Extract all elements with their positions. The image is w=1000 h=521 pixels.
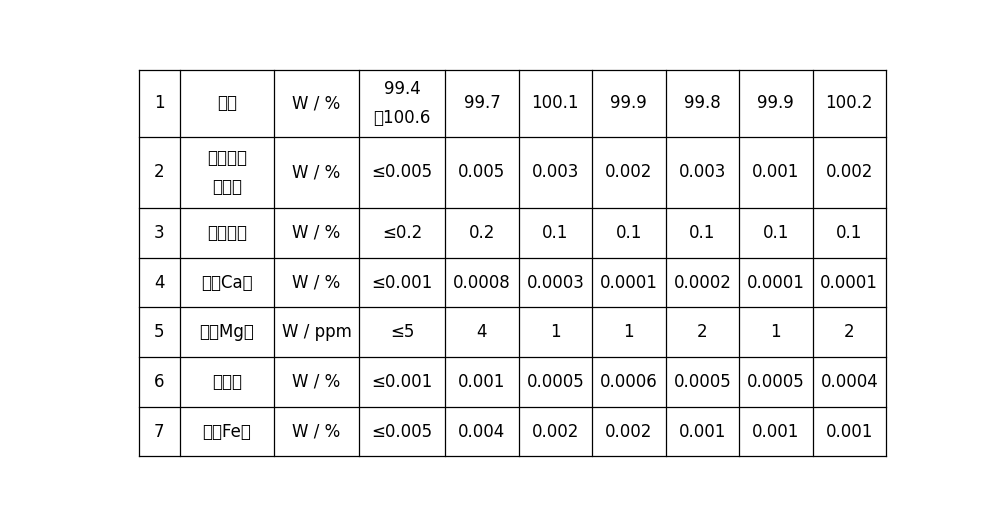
Text: 镁（Mg）: 镁（Mg）: [199, 324, 254, 341]
Text: 2: 2: [844, 324, 855, 341]
Text: 0.0003: 0.0003: [526, 274, 584, 292]
Text: W / ppm: W / ppm: [282, 324, 351, 341]
Text: 0.0005: 0.0005: [526, 373, 584, 391]
Text: W / %: W / %: [292, 164, 341, 181]
Text: 0.0001: 0.0001: [747, 274, 805, 292]
Text: 0.0005: 0.0005: [673, 373, 731, 391]
Text: ≤0.2: ≤0.2: [382, 224, 422, 242]
Text: 0.0001: 0.0001: [600, 274, 658, 292]
Text: W / %: W / %: [292, 94, 341, 113]
Text: ≤0.001: ≤0.001: [372, 373, 433, 391]
Text: 1: 1: [154, 94, 165, 113]
Text: W / %: W / %: [292, 373, 341, 391]
Text: 0.0001: 0.0001: [820, 274, 878, 292]
Text: ≤0.001: ≤0.001: [372, 274, 433, 292]
Text: ≤0.005: ≤0.005: [372, 164, 433, 181]
Text: 0.001: 0.001: [826, 423, 873, 441]
Text: 0.001: 0.001: [458, 373, 506, 391]
Text: 0.002: 0.002: [826, 164, 873, 181]
Text: 铁（Fe）: 铁（Fe）: [202, 423, 251, 441]
Text: 0.003: 0.003: [679, 164, 726, 181]
Text: 100.1: 100.1: [532, 94, 579, 113]
Text: 0.001: 0.001: [752, 164, 800, 181]
Text: 1: 1: [550, 324, 561, 341]
Text: 稀氨溶液
不溶物: 稀氨溶液 不溶物: [207, 149, 247, 196]
Text: 含量: 含量: [217, 94, 237, 113]
Text: 100.2: 100.2: [826, 94, 873, 113]
Text: 灼烧残渣: 灼烧残渣: [207, 224, 247, 242]
Text: 4: 4: [154, 274, 165, 292]
Text: 99.4
～100.6: 99.4 ～100.6: [374, 80, 431, 127]
Text: 0.1: 0.1: [542, 224, 569, 242]
Text: 0.0008: 0.0008: [453, 274, 511, 292]
Text: 0.002: 0.002: [605, 164, 653, 181]
Text: 0.001: 0.001: [752, 423, 800, 441]
Text: 0.004: 0.004: [458, 423, 506, 441]
Text: 0.003: 0.003: [532, 164, 579, 181]
Text: 0.1: 0.1: [836, 224, 862, 242]
Text: 0.1: 0.1: [616, 224, 642, 242]
Text: 99.8: 99.8: [684, 94, 721, 113]
Text: 99.9: 99.9: [757, 94, 794, 113]
Text: W / %: W / %: [292, 423, 341, 441]
Text: 1: 1: [771, 324, 781, 341]
Text: 99.7: 99.7: [464, 94, 500, 113]
Text: 6: 6: [154, 373, 165, 391]
Text: 0.1: 0.1: [763, 224, 789, 242]
Text: 0.005: 0.005: [458, 164, 506, 181]
Text: 0.0005: 0.0005: [747, 373, 805, 391]
Text: ≤0.005: ≤0.005: [372, 423, 433, 441]
Text: 2: 2: [697, 324, 708, 341]
Text: 2: 2: [154, 164, 165, 181]
Text: 1: 1: [624, 324, 634, 341]
Text: 重金属: 重金属: [212, 373, 242, 391]
Text: 3: 3: [154, 224, 165, 242]
Text: 7: 7: [154, 423, 165, 441]
Text: 0.0004: 0.0004: [820, 373, 878, 391]
Text: 4: 4: [477, 324, 487, 341]
Text: 0.0002: 0.0002: [673, 274, 731, 292]
Text: 0.002: 0.002: [532, 423, 579, 441]
Text: W / %: W / %: [292, 274, 341, 292]
Text: 0.0006: 0.0006: [600, 373, 658, 391]
Text: 5: 5: [154, 324, 165, 341]
Text: 99.9: 99.9: [610, 94, 647, 113]
Text: W / %: W / %: [292, 224, 341, 242]
Text: 0.001: 0.001: [679, 423, 726, 441]
Text: 0.1: 0.1: [689, 224, 716, 242]
Text: 0.002: 0.002: [605, 423, 653, 441]
Text: ≤5: ≤5: [390, 324, 414, 341]
Text: 0.2: 0.2: [469, 224, 495, 242]
Text: 馒（Ca）: 馒（Ca）: [201, 274, 253, 292]
